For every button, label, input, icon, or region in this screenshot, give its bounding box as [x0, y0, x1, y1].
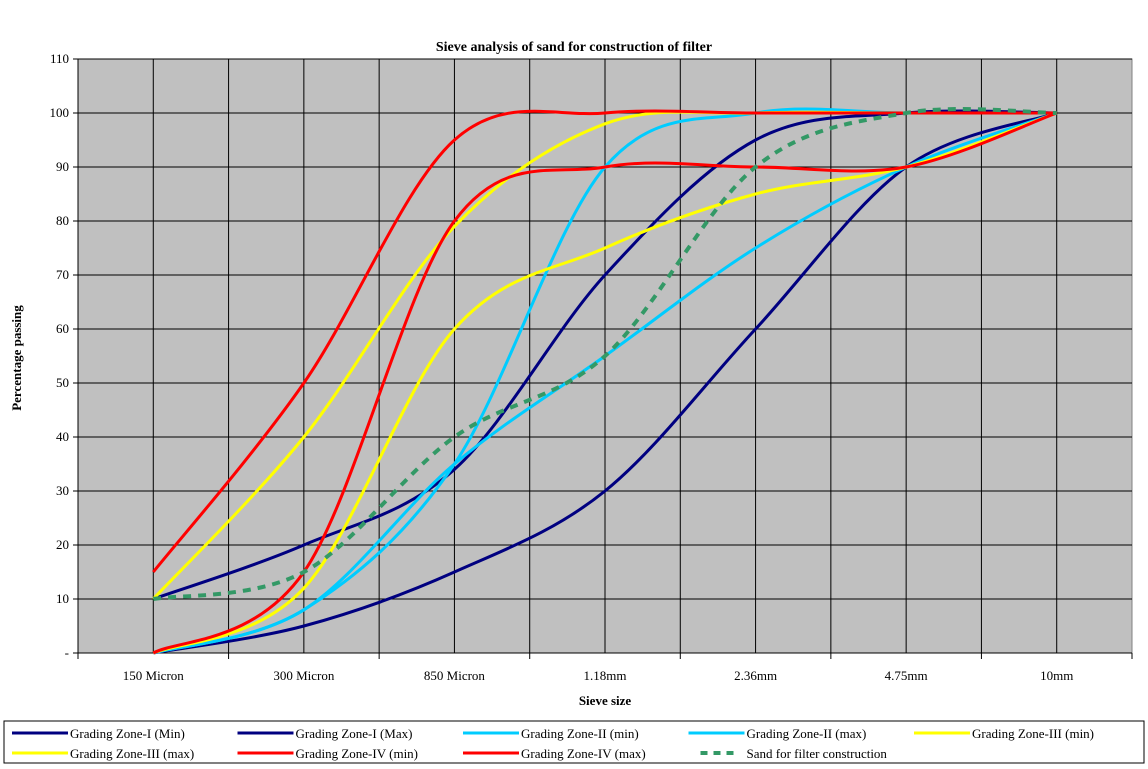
y-tick-label: 110 — [50, 51, 69, 66]
x-tick-label: 300 Micron — [273, 668, 335, 683]
y-tick-label: 50 — [56, 375, 69, 390]
y-tick-label: 80 — [56, 213, 69, 228]
series-line-8 — [152, 109, 1057, 573]
y-tick-label: - — [65, 645, 69, 660]
x-tick-label: 10mm — [1040, 668, 1073, 683]
legend-label: Grading Zone-III (max) — [70, 746, 194, 761]
x-tick-label: 4.75mm — [885, 668, 928, 683]
legend-label: Grading Zone-III (min) — [972, 726, 1094, 741]
legend-label: Grading Zone-I (Max) — [296, 726, 413, 741]
legend-label: Grading Zone-IV (min) — [296, 746, 419, 761]
x-tick-label: 2.36mm — [734, 668, 777, 683]
chart-title: Sieve analysis of sand for construction … — [436, 40, 712, 55]
y-tick-label: 40 — [56, 429, 69, 444]
y-tick-label: 60 — [56, 321, 69, 336]
legend-label: Grading Zone-II (min) — [521, 726, 639, 741]
y-tick-label: 70 — [56, 267, 69, 282]
y-axis-ticks: - 10 20 30 40 50 60 70 80 90 100 110 — [50, 51, 78, 660]
y-tick-label: 20 — [56, 537, 69, 552]
legend-label: Grading Zone-I (Min) — [70, 726, 185, 741]
y-tick-label: 10 — [56, 591, 69, 606]
legend-label: Sand for filter construction — [747, 746, 888, 761]
x-axis-ticks: 150 Micron 300 Micron 850 Micron 1.18mm 2.36… — [77, 653, 1133, 683]
y-tick-label: 90 — [56, 159, 69, 174]
y-tick-label: 30 — [56, 483, 69, 498]
legend-box — [3, 720, 1145, 764]
x-tick-label: 150 Micron — [123, 668, 185, 683]
y-axis-title: Percentage passing — [9, 305, 24, 411]
series-line-9 — [152, 107, 1057, 601]
x-tick-label: 1.18mm — [584, 668, 627, 683]
legend-label: Grading Zone-IV (max) — [521, 746, 646, 761]
y-tick-label: 100 — [50, 105, 70, 120]
legend-label: Grading Zone-II (max) — [747, 726, 867, 741]
series-lines — [152, 107, 1058, 655]
x-axis-title: Sieve size — [579, 693, 632, 708]
legend: Grading Zone-I (Min) Grading Zone-I (Max)… — [3, 720, 1145, 764]
x-tick-label: 850 Micron — [424, 668, 486, 683]
